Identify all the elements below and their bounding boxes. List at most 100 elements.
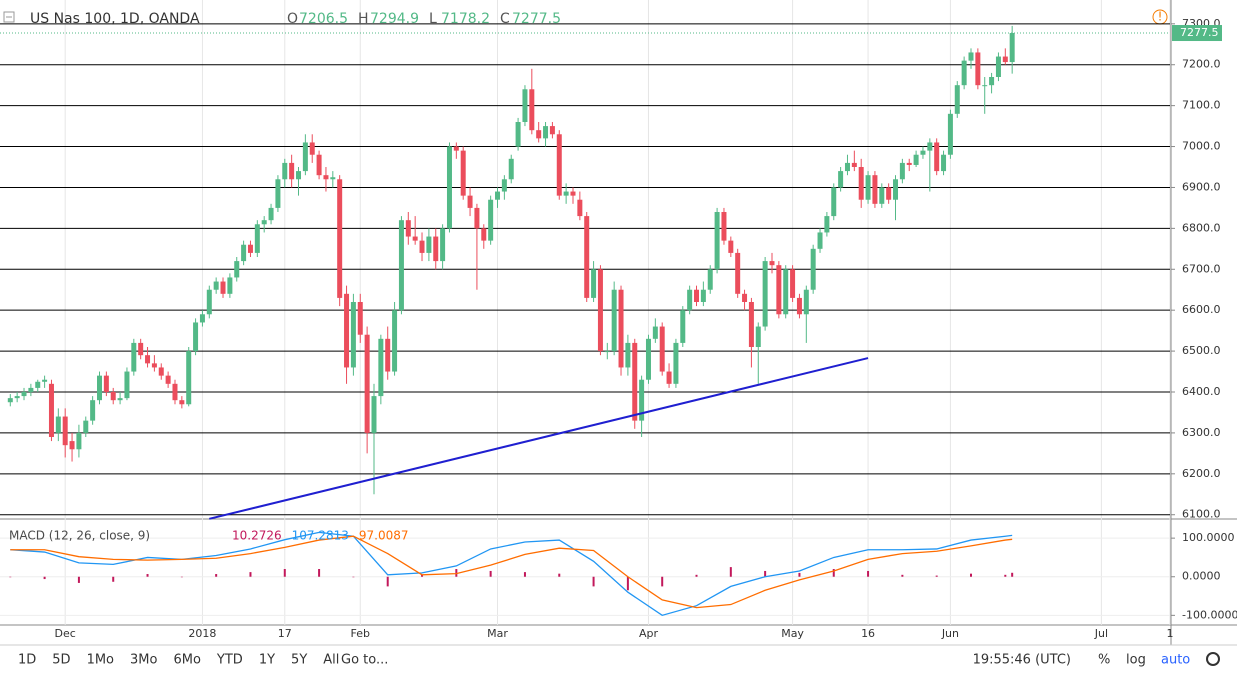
candle-body [234,261,240,278]
candle-body [591,269,597,298]
candle-body [316,154,322,176]
settings-icon[interactable] [1206,652,1220,666]
candle-body [440,228,446,262]
y-tick-label: 6900.0 [1182,180,1221,193]
range-button[interactable]: 1Y [259,653,275,668]
macd-histogram-bar [729,567,732,577]
candle-body [584,216,590,298]
last-price-tag [1172,25,1222,42]
candle-body [604,351,610,353]
scale-option[interactable]: log [1126,653,1146,668]
ohlc-letter: H [358,11,369,27]
candle-body [378,338,384,397]
candle-body [28,387,34,392]
ohlc-letter: O [287,11,298,27]
candle-body [193,322,199,352]
alert-icon[interactable]: ! [1158,10,1163,24]
candle-body [886,187,892,200]
macd-histogram-bar [77,576,80,583]
candle-body [227,277,233,294]
ohlc-value: 7178.2 [441,11,490,27]
range-button[interactable]: 1Mo [87,653,114,668]
candle-body [941,154,947,172]
candle-body [721,212,727,241]
macd-histogram-bar [661,576,664,587]
candle-body [995,56,1001,77]
candle-body [543,126,549,139]
candle-body [35,381,41,388]
candle-body [618,289,624,368]
candle-body [927,142,933,151]
x-tick-label: 1 [1167,627,1174,640]
symbol-title: US Nas 100, 1D, OANDA [30,11,200,27]
collapse-icon[interactable] [3,11,15,23]
clock: 19:55:46 (UTC) [973,653,1071,668]
candle-body [131,342,137,372]
y-tick-label: 6100.0 [1182,508,1221,521]
candle-body [206,289,212,315]
candle-body [371,396,377,433]
candle-body [172,383,178,401]
candle-body [783,269,789,315]
ohlc-value: 7294.9 [370,11,419,27]
candle-body [275,179,281,208]
candle-body [460,150,466,196]
x-tick-label: Dec [55,627,76,640]
macd-histogram-bar [969,573,972,577]
goto-button[interactable]: Go to... [341,653,388,668]
ohlc-letter: L [429,11,437,27]
macd-histogram-bar [626,576,629,591]
candle-body [982,85,988,87]
macd-legend-value: 107.2813 [292,529,349,543]
candle-body [913,154,919,165]
candle-body [282,162,288,180]
candle-body [241,244,247,262]
candle-body [865,175,871,200]
y-tick-label: 6200.0 [1182,467,1221,480]
candle-body [769,261,775,266]
candle-body [570,191,576,196]
range-button[interactable]: 5D [52,653,70,668]
range-button[interactable]: 5Y [291,653,307,668]
x-tick-label: Mar [487,627,508,640]
scale-option[interactable]: % [1098,653,1110,668]
x-tick-label: May [781,627,804,640]
scale-option[interactable]: auto [1161,653,1190,668]
candle-body [817,232,823,249]
candle-body [83,420,89,433]
range-button[interactable]: 1D [18,653,36,668]
candle-body [453,146,459,151]
candle-body [124,371,130,399]
range-button[interactable]: All [323,653,339,668]
candle-body [296,171,302,180]
macd-histogram-bar [832,569,835,577]
candle-body [474,207,480,229]
candle-body [508,158,514,180]
macd-histogram-bar [867,570,870,577]
candle-body [55,416,61,433]
candle-body [501,179,507,192]
candle-body [728,240,734,253]
ohlc-value: 7277.5 [512,11,561,27]
macd-histogram-bar [9,576,12,578]
candle-body [165,375,171,384]
candle-body [97,375,103,401]
macd-histogram-bar [558,573,561,577]
macd-histogram-bar [1011,572,1014,577]
candle-body [7,398,13,403]
macd-histogram-bar [592,576,595,587]
candle-body [893,179,899,200]
range-button[interactable]: 3Mo [130,653,157,668]
range-button[interactable]: YTD [216,653,243,668]
range-button[interactable]: 6Mo [173,653,200,668]
candle-body [48,383,54,437]
macd-histogram-bar [1004,574,1007,577]
x-tick-label: 17 [278,627,292,640]
macd-histogram-bar [695,574,698,577]
candle-body [577,199,583,217]
candle-body [989,77,995,86]
y-tick-label: 6600.0 [1182,303,1221,316]
candle-body [597,269,603,352]
y-tick-label: 7100.0 [1182,99,1221,112]
